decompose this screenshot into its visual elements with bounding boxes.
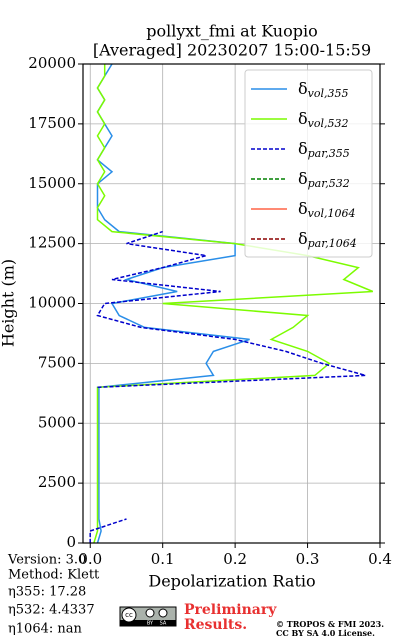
method: Method: Klett bbox=[8, 568, 100, 583]
badge-icon bbox=[145, 608, 155, 618]
preliminary: Results. bbox=[184, 617, 247, 633]
badge-text: BY bbox=[147, 621, 154, 627]
preliminary: Preliminary bbox=[184, 602, 277, 618]
copyright: © TROPOS & FMI 2023. bbox=[276, 619, 384, 629]
badge-circle bbox=[121, 607, 137, 623]
legend-label: δpar,1064 bbox=[298, 229, 357, 251]
chart-title: pollyxt_fmi at Kuopio bbox=[146, 22, 317, 41]
x-tick-label: 0.0 bbox=[78, 550, 102, 568]
x-axis-label: Depolarization Ratio bbox=[148, 572, 315, 591]
y-tick-label: 5000 bbox=[38, 413, 76, 431]
badge-strip bbox=[120, 620, 176, 626]
legend-label: δvol,532 bbox=[298, 109, 349, 131]
plot-frame bbox=[82, 63, 381, 544]
y-tick-label: 17500 bbox=[28, 114, 76, 132]
x-tick-label: 0.4 bbox=[368, 550, 392, 568]
legend-label: δvol,1064 bbox=[298, 199, 356, 221]
profile-line bbox=[96, 63, 250, 544]
profile-line bbox=[93, 64, 374, 544]
y-tick-label: 15000 bbox=[28, 174, 76, 192]
cc-badge: cc BY SA bbox=[119, 606, 177, 627]
eta: η355: 17.28 bbox=[8, 585, 86, 600]
eta: η1064: nan bbox=[8, 622, 83, 637]
y-tick-label: 0 bbox=[66, 533, 76, 551]
y-axis-label: Height (m) bbox=[0, 259, 18, 347]
chart-subtitle: [Averaged] 20230207 15:00-15:59 bbox=[93, 41, 371, 60]
y-tick-label: 20000 bbox=[28, 54, 76, 72]
badge-text: cc bbox=[125, 611, 133, 619]
legend-box bbox=[244, 69, 373, 258]
copyright: CC BY SA 4.0 License. bbox=[276, 628, 375, 638]
x-tick-label: 0.2 bbox=[223, 550, 247, 568]
y-tick-label: 2500 bbox=[38, 473, 76, 491]
legend-label: δpar,532 bbox=[298, 169, 350, 191]
eta: η532: 4.4337 bbox=[8, 603, 95, 618]
x-tick-label: 0.1 bbox=[151, 550, 175, 568]
legend: δvol,355 δvol,532 δpar,355 δpar,532 δvol,106… bbox=[244, 69, 373, 258]
x-tick-label: 0.3 bbox=[296, 550, 320, 568]
y-tick-label: 10000 bbox=[28, 294, 76, 312]
y-tick-label: 7500 bbox=[38, 353, 76, 371]
badge-icon bbox=[158, 608, 168, 618]
badge-text: SA bbox=[160, 621, 167, 627]
legend-label: δpar,355 bbox=[298, 139, 350, 161]
y-tick-label: 12500 bbox=[28, 234, 76, 252]
profile-line bbox=[89, 230, 366, 543]
legend-label: δvol,355 bbox=[298, 79, 349, 101]
footer: Version: 3.0 Method: Klett η355: 17.28 η… bbox=[7, 553, 100, 637]
version: Version: 3.0 bbox=[7, 553, 86, 568]
